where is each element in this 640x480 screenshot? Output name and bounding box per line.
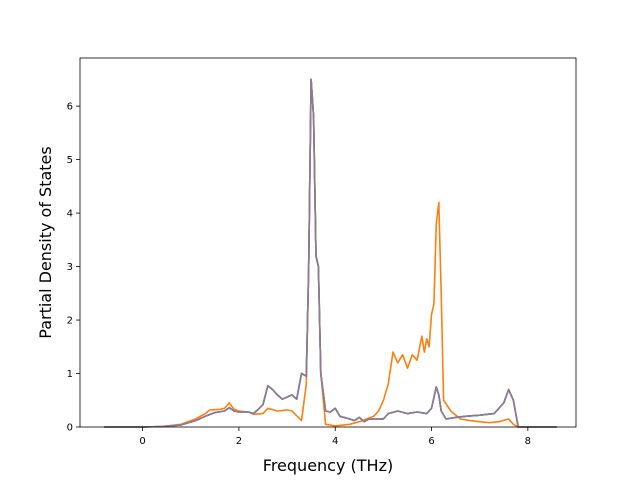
series-line-4	[104, 78, 557, 428]
y-tick-label: 2	[67, 316, 73, 327]
y-axis-label: Partial Density of States	[36, 146, 55, 338]
y-tick-label: 6	[67, 102, 73, 113]
x-tick-label: 0	[139, 436, 145, 447]
x-axis-label: Frequency (THz)	[263, 456, 393, 475]
plot-frame	[79, 57, 577, 428]
y-tick-label: 1	[67, 369, 73, 380]
y-tick-label: 3	[67, 262, 73, 273]
y-tick-label: 4	[67, 209, 73, 220]
x-tick-label: 2	[236, 436, 242, 447]
y-axis-ticks: 0 1 2 3 4 5 6	[67, 102, 80, 434]
y-tick-label: 5	[67, 155, 73, 166]
series-layer	[104, 78, 557, 428]
x-tick-label: 6	[428, 436, 434, 447]
x-tick-label: 4	[332, 436, 338, 447]
x-tick-label: 8	[525, 436, 531, 447]
x-axis-ticks: 0 2 4 6 8	[139, 427, 531, 447]
series-line-2	[104, 78, 557, 428]
plot-area	[80, 58, 576, 427]
y-tick-label: 0	[67, 423, 73, 434]
